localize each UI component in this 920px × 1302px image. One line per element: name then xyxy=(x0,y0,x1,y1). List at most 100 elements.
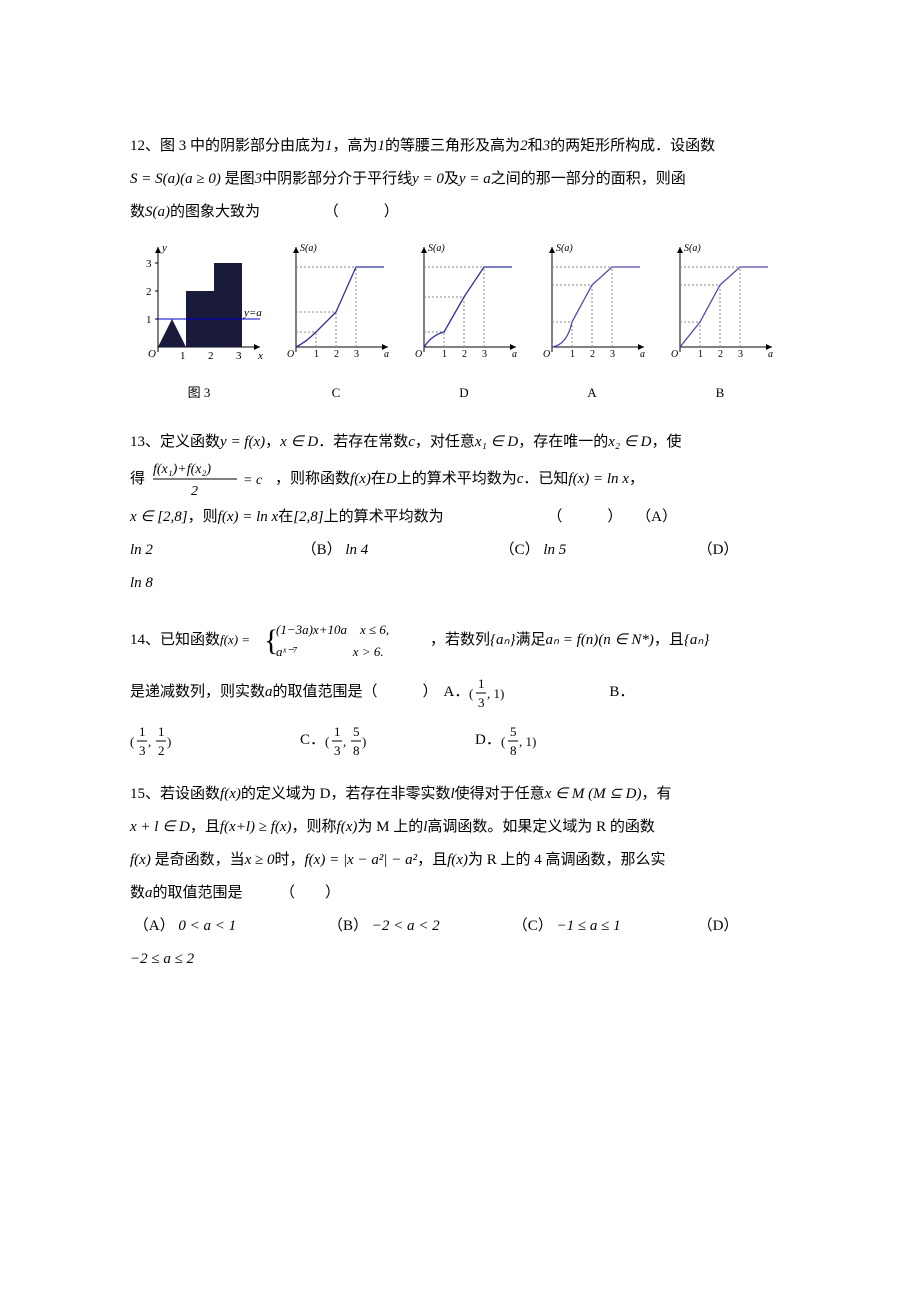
q15-line3: f(x) 是奇函数，当x ≥ 0时，f(x) = |x − a²| − a²，且… xyxy=(130,844,790,877)
plot-a-svg: S(a) a O 1 2 3 xyxy=(532,237,652,377)
q14-line1: 14、已知函数 f(x) = { (1−3a)x+10a x ≤ 6, aˣ⁻⁷… xyxy=(130,618,790,664)
q13-Blabel: （B） xyxy=(302,542,342,558)
svg-text:S(a): S(a) xyxy=(300,243,317,254)
svg-text:a: a xyxy=(768,349,773,360)
q13-c2: c xyxy=(517,463,524,496)
q15-line1: 15、若设函数f(x)的定义域为 D，若存在非零实数l使得对于任意x ∈ M (… xyxy=(130,778,790,811)
q13-number: 13、 xyxy=(130,434,160,450)
q15-number: 15、 xyxy=(130,786,160,802)
svg-text:1: 1 xyxy=(180,350,186,362)
q13-options: ln 2 （B） ln 4 （C） ln 5 （D） xyxy=(130,534,790,567)
q15-tb: 的定义域为 D，若存在非零实数 xyxy=(241,786,451,802)
q14-piecewise: f(x) = { (1−3a)x+10a x ≤ 6, aˣ⁻⁷ x > 6. xyxy=(220,618,430,664)
q14-Clabel: C． xyxy=(300,724,325,757)
svg-text:a: a xyxy=(640,349,645,360)
q12-Sexpr: S = S(a)(a ≥ 0) xyxy=(130,171,221,187)
svg-text:1: 1 xyxy=(478,676,485,691)
q15-ta: 若设函数 xyxy=(160,786,220,802)
q15-xge0: x ≥ 0 xyxy=(245,852,275,868)
q12-number: 12、 xyxy=(130,138,160,154)
plot-c-svg: S(a) a O 1 2 3 xyxy=(276,237,396,377)
q13-fx: f(x) xyxy=(350,463,371,496)
q14-aneq: aₙ = f(n) xyxy=(546,624,599,657)
question-12: 12、图 3 中的阴影部分由底为1，高为1的等腰三角形及高为2和3的两矩形所构成… xyxy=(130,130,790,408)
svg-text:aˣ⁻⁷ x > 6.: aˣ⁻⁷ x > 6. xyxy=(276,644,384,659)
plot-a-label: A xyxy=(532,379,652,408)
q14-Dval: (58, 1) xyxy=(501,722,551,760)
q15-options: （A） 0 < a < 1 （B） −2 < a < 2 （C） −1 ≤ a … xyxy=(130,910,790,943)
svg-text:3: 3 xyxy=(334,743,341,758)
q13-c: c xyxy=(408,434,415,450)
q13-l2c: 在 xyxy=(371,463,386,496)
q15-fxeq: f(x) = |x − a²| − a² xyxy=(305,852,418,868)
svg-text:): ) xyxy=(167,734,171,749)
q15-tc: 使得对于任意 xyxy=(455,786,545,802)
svg-text:2: 2 xyxy=(191,484,198,499)
q15-Dlabel: （D） xyxy=(698,918,739,934)
svg-text:x: x xyxy=(257,350,263,362)
svg-text:S(a): S(a) xyxy=(556,243,573,254)
q12-line1: 12、图 3 中的阴影部分由底为1，高为1的等腰三角形及高为2和3的两矩形所构成… xyxy=(130,130,790,163)
q13-l3d: 上的算术平均数为 xyxy=(324,509,444,525)
q12-one-b: 1 xyxy=(378,138,386,154)
svg-text:(: ( xyxy=(325,734,329,749)
q13-tc: ．若存在常数 xyxy=(318,434,408,450)
q12-t4: 和 xyxy=(528,138,543,154)
q14-an2: {aₙ} xyxy=(684,624,709,657)
q13-paren: （ ） xyxy=(547,509,622,525)
q12-l3a: 数 xyxy=(130,204,145,220)
svg-text:O: O xyxy=(671,349,678,360)
q13-tb: ， xyxy=(265,434,280,450)
svg-text:y=a: y=a xyxy=(243,307,262,319)
svg-text:3: 3 xyxy=(354,349,359,360)
svg-text:1: 1 xyxy=(158,724,165,739)
figure3-caption: 图 3 xyxy=(130,379,268,408)
q13-l2f: ， xyxy=(629,463,644,496)
q15-fxl: f(x+l) ≥ f(x) xyxy=(220,819,292,835)
q15-xinM: x ∈ M (M ⊆ D) xyxy=(545,786,642,802)
svg-text:S(a): S(a) xyxy=(684,243,701,254)
svg-text:5: 5 xyxy=(510,724,517,739)
svg-text:1: 1 xyxy=(570,349,575,360)
question-15: 15、若设函数f(x)的定义域为 D，若存在非零实数l使得对于任意x ∈ M (… xyxy=(130,778,790,976)
q15-line2: x + l ∈ D，且f(x+l) ≥ f(x)，则称f(x)为 M 上的l高调… xyxy=(130,811,790,844)
q12-ya: y = a xyxy=(459,171,491,187)
q13-fxln2: f(x) = ln x xyxy=(218,509,279,525)
q12-l2b: 中阴影部分介于平行线 xyxy=(262,171,412,187)
svg-text:(1−3a)x+10a x ≤ 6,: (1−3a)x+10a x ≤ 6, xyxy=(276,622,389,637)
q15-Dval: −2 ≤ a ≤ 2 xyxy=(130,951,194,967)
plot-b-svg: S(a) a O 1 2 3 xyxy=(660,237,780,377)
q13-l2d: 上的算术平均数为 xyxy=(397,463,517,496)
svg-text:2: 2 xyxy=(158,743,165,758)
svg-text:1: 1 xyxy=(314,349,319,360)
q13-x2: x₂ ∈ D xyxy=(608,434,651,450)
svg-text:8: 8 xyxy=(353,743,360,758)
q13-fxln: f(x) = ln x xyxy=(568,463,629,496)
svg-text:1: 1 xyxy=(139,724,146,739)
svg-text:1: 1 xyxy=(334,724,341,739)
figure3-svg: y x O 1 2 3 1 2 3 xyxy=(130,237,268,377)
q13-te: ，存在唯一的 xyxy=(518,434,608,450)
q12-t5: 的两矩形所构成．设函数 xyxy=(550,138,715,154)
svg-text:y: y xyxy=(161,242,167,254)
q14-Blabel: B． xyxy=(609,676,634,709)
svg-text:3: 3 xyxy=(478,695,485,710)
q13-Cval: ln 5 xyxy=(543,542,566,558)
q15-td: ，有 xyxy=(642,786,672,802)
svg-text:3: 3 xyxy=(610,349,615,360)
svg-text:O: O xyxy=(287,349,294,360)
q14-ta: 已知函数 xyxy=(160,624,220,657)
svg-text:a: a xyxy=(512,349,517,360)
svg-text:8: 8 xyxy=(510,743,517,758)
q14-number: 14、 xyxy=(130,624,160,657)
svg-text:O: O xyxy=(543,349,550,360)
plot-c-label: C xyxy=(276,379,396,408)
q12-plot-a: S(a) a O 1 2 3 A xyxy=(532,237,652,408)
q15-a: a xyxy=(145,885,153,901)
svg-text:3: 3 xyxy=(139,743,146,758)
q12-t2: ，高为 xyxy=(333,138,378,154)
svg-text:a: a xyxy=(384,349,389,360)
svg-text:= c: = c xyxy=(243,473,263,488)
q12-plot-c: S(a) a O 1 2 3 C xyxy=(276,237,396,408)
q13-Bval: ln 4 xyxy=(345,542,368,558)
